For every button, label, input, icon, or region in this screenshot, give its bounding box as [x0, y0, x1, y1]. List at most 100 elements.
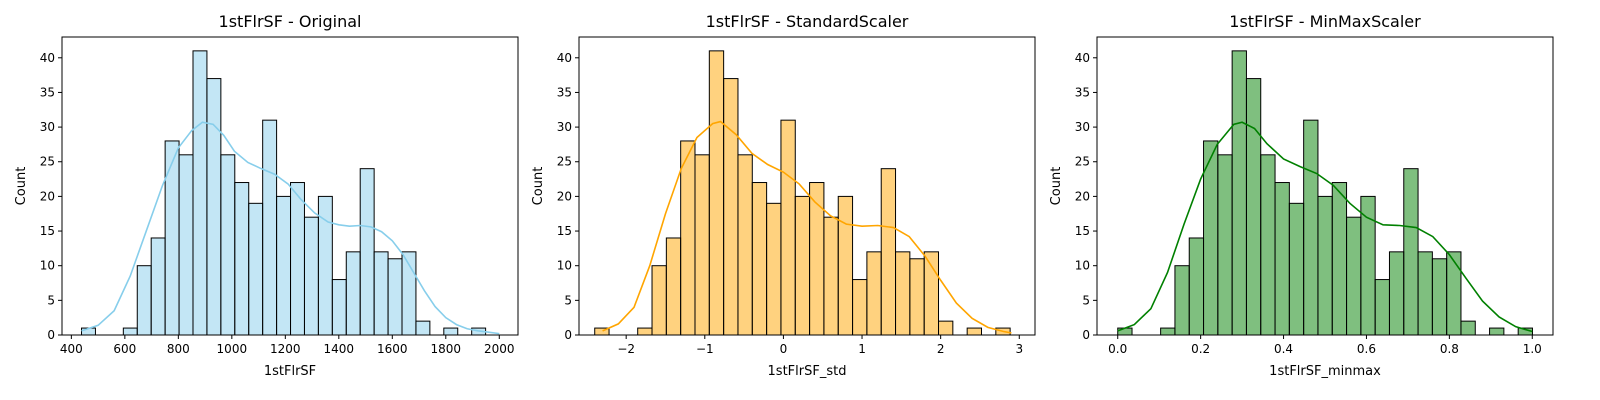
histogram-bar: [415, 320, 431, 336]
histogram-bar: [708, 50, 725, 336]
histogram-bar: [966, 327, 982, 336]
y-tick-label: 10: [557, 259, 572, 273]
histogram-bar: [895, 251, 911, 336]
histogram-bar: [923, 251, 940, 336]
y-tick-label: 25: [1075, 155, 1090, 169]
plot-frame: [61, 36, 519, 336]
y-tick-label: 35: [557, 85, 572, 99]
histogram-bar: [192, 50, 208, 336]
histogram-bar: [164, 140, 180, 336]
x-tick-label: 0.0: [1108, 342, 1127, 356]
y-tick-label: 0: [47, 328, 55, 342]
x-tick-label: −2: [617, 342, 635, 356]
x-tick-label: 2: [937, 342, 945, 356]
y-axis-label: Count: [14, 167, 29, 206]
y-tick-label: 40: [40, 51, 55, 65]
histogram-bar: [938, 320, 954, 336]
y-tick-label: 40: [1075, 51, 1090, 65]
x-axis-label: 1stFlrSF: [264, 364, 316, 379]
histogram-bar: [751, 182, 768, 336]
x-tick-label: 2000: [484, 342, 515, 356]
histogram-bar: [234, 182, 250, 336]
chart-title: 1stFlrSF - Original: [219, 12, 362, 31]
y-tick-label: 5: [47, 293, 55, 307]
histogram-bar: [809, 182, 825, 336]
x-tick-label: 1200: [270, 342, 301, 356]
x-tick-label: 1800: [431, 342, 462, 356]
histogram-bar: [443, 327, 459, 336]
histogram-bar: [852, 279, 868, 336]
histogram-bar: [1460, 320, 1476, 336]
histogram-bar: [665, 237, 682, 336]
histogram-bar: [780, 119, 796, 336]
histogram-bar: [794, 195, 811, 336]
y-tick-label: 0: [1082, 328, 1090, 342]
y-tick-label: 15: [40, 224, 55, 238]
x-tick-label: 800: [167, 342, 190, 356]
y-tick-label: 15: [1075, 224, 1090, 238]
histogram-bar: [1303, 119, 1319, 336]
histogram-bar: [345, 251, 361, 336]
y-tick-label: 30: [557, 120, 572, 134]
kde-curve: [1117, 121, 1533, 333]
kde-curve: [81, 121, 500, 335]
chart-title: 1stFlrSF - StandardScaler: [706, 12, 909, 31]
x-axis-label: 1stFlrSF_std: [768, 364, 847, 379]
kde-curve: [602, 120, 1012, 334]
histogram-bar: [136, 265, 152, 336]
y-tick-label: 20: [557, 189, 572, 203]
y-tick-label: 20: [1075, 189, 1090, 203]
histogram-bar: [866, 251, 882, 336]
histogram-bar: [359, 168, 375, 336]
y-axis-label: Count: [1049, 167, 1064, 206]
histogram-bar: [723, 78, 739, 336]
chart-panel-3: 0 5 10 15 20 25 30 35 40 0.0 0.2 0.4 0.6 0.8 1.0 1stFlr…: [1049, 12, 1554, 379]
histogram-bar: [150, 237, 166, 336]
x-tick-label: 1: [858, 342, 866, 356]
histogram-bar: [1331, 182, 1348, 336]
histogram-bar: [1260, 154, 1276, 336]
y-tick-label: 25: [40, 155, 55, 169]
chart-title: 1stFlrSF - MinMaxScaler: [1229, 12, 1421, 31]
histogram-bar: [880, 168, 897, 336]
y-tick-label: 15: [557, 224, 572, 238]
histogram-bar: [331, 279, 347, 336]
y-tick-label: 10: [40, 259, 55, 273]
histogram-bar: [1346, 216, 1362, 336]
y-axis-label: Count: [531, 167, 546, 206]
histogram-bar: [206, 78, 222, 336]
histogram-bar: [1403, 168, 1419, 336]
histogram-bar: [1217, 154, 1233, 336]
y-tick-label: 10: [1075, 259, 1090, 273]
x-tick-label: 600: [113, 342, 136, 356]
histogram-bar: [837, 195, 854, 336]
x-tick-label: 1.0: [1523, 342, 1542, 356]
x-axis-label: 1stFlrSF_minmax: [1269, 364, 1381, 379]
x-tick-label: 1400: [324, 342, 355, 356]
histogram-bar: [290, 182, 305, 336]
y-tick-label: 5: [564, 293, 572, 307]
y-tick-label: 0: [564, 328, 572, 342]
y-tick-label: 40: [557, 51, 572, 65]
chart-panel-2: 0 5 10 15 20 25 30 35 40 −2 −1 0 1 2 3 1stFlrSF - Stand…: [531, 12, 1036, 379]
histogram-bar: [387, 258, 403, 336]
histogram-bar: [1288, 202, 1305, 336]
histogram-bar: [122, 327, 138, 336]
y-tick-label: 30: [40, 120, 55, 134]
histogram-bar: [1489, 327, 1505, 336]
histogram-bar: [178, 154, 194, 336]
histogram-bar: [1388, 251, 1405, 336]
histogram-bar: [1446, 251, 1462, 336]
histogram-bar: [1431, 258, 1448, 336]
histogram-bar: [694, 154, 710, 336]
histogram-bar: [737, 154, 753, 336]
x-tick-label: −1: [696, 342, 714, 356]
x-tick-label: 1600: [377, 342, 408, 356]
histogram-bar: [220, 154, 236, 336]
histogram-bar: [1374, 279, 1390, 336]
histogram-bar: [248, 202, 264, 336]
y-tick-label: 35: [40, 85, 55, 99]
x-tick-label: 0.6: [1357, 342, 1376, 356]
histogram-bar: [262, 119, 278, 336]
histogram-bar: [1188, 237, 1205, 336]
